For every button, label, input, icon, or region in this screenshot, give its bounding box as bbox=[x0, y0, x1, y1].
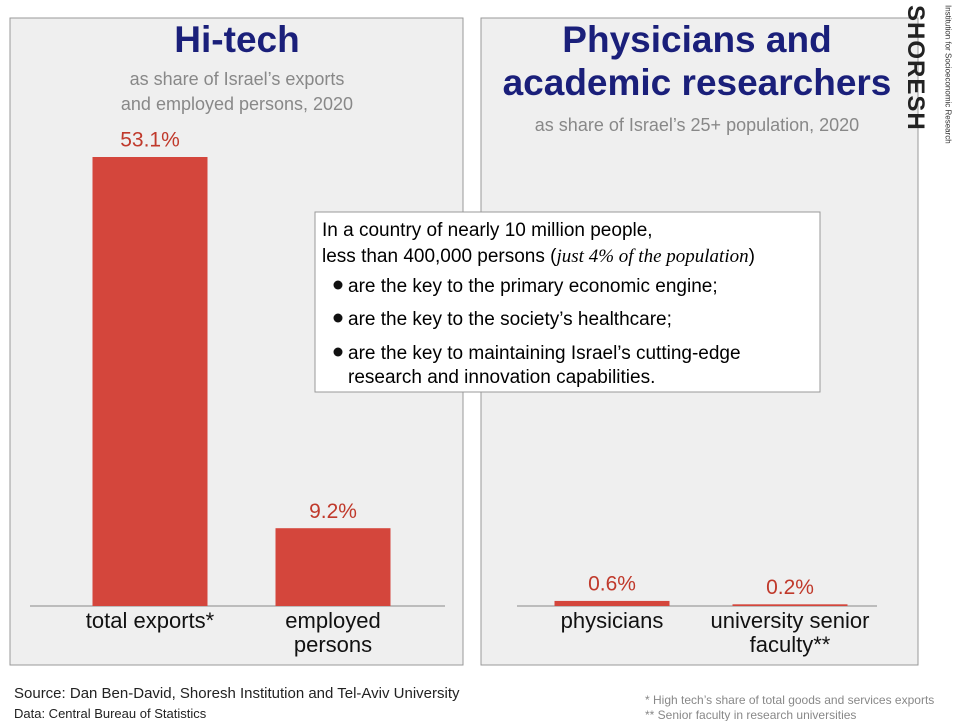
bullet bbox=[333, 280, 343, 290]
value-label: 0.6% bbox=[588, 572, 636, 595]
note-bullet: research and innovation capabilities. bbox=[348, 367, 655, 388]
bar bbox=[554, 600, 670, 606]
bullet bbox=[333, 347, 343, 357]
note-bullet: are the key to the society’s healthcare; bbox=[348, 309, 672, 330]
logo: SHORESH bbox=[902, 5, 929, 131]
bar bbox=[275, 528, 391, 606]
category-label: university senior faculty** bbox=[710, 609, 870, 657]
value-label: 53.1% bbox=[120, 129, 180, 152]
note-text: less than 400,000 persons ( bbox=[322, 246, 557, 267]
x-tick-label: employed persons bbox=[285, 609, 381, 657]
note-italic: just 4% of the population bbox=[554, 246, 749, 267]
data-source: Data: Central Bureau of Statistics bbox=[14, 706, 207, 721]
category-label: employed persons bbox=[285, 609, 381, 657]
category-label: physicians bbox=[560, 609, 664, 633]
x-tick-label: physicians bbox=[560, 609, 664, 633]
value-label: 9.2% bbox=[309, 500, 357, 523]
value-label: 0.2% bbox=[766, 576, 814, 599]
x-tick-label: university senior faculty** bbox=[710, 609, 870, 657]
bullet bbox=[333, 313, 343, 323]
chart-subtitle: as share of Israel’s exports bbox=[130, 69, 345, 89]
source: Source: Dan Ben-David, Shoresh Instituti… bbox=[14, 685, 460, 702]
bar bbox=[732, 604, 848, 606]
chart-title: academic researchers bbox=[503, 62, 892, 103]
logo-tagline: Institution for Socioeconomic Research bbox=[943, 5, 952, 144]
note-bullet: are the key to maintaining Israel’s cutt… bbox=[348, 343, 741, 364]
chart-subtitle: as share of Israel’s 25+ population, 202… bbox=[535, 115, 859, 135]
category-label: total exports* bbox=[85, 609, 215, 633]
chart-title: Physicians and bbox=[562, 19, 831, 60]
footnote: * High tech’s share of total goods and s… bbox=[645, 693, 934, 707]
x-tick-label: total exports* bbox=[85, 609, 215, 633]
note-line: less than 400,000 persons (just 4% of th… bbox=[322, 246, 755, 267]
chart-subtitle: and employed persons, 2020 bbox=[121, 94, 353, 114]
note-box bbox=[314, 211, 821, 393]
bar bbox=[92, 157, 208, 606]
note-text: ) bbox=[749, 246, 755, 267]
footnote: ** Senior faculty in research universiti… bbox=[645, 708, 856, 721]
note-bullet: are the key to the primary economic engi… bbox=[348, 276, 718, 297]
chart-title: Hi-tech bbox=[174, 19, 299, 60]
note-line: In a country of nearly 10 million people… bbox=[322, 220, 653, 241]
